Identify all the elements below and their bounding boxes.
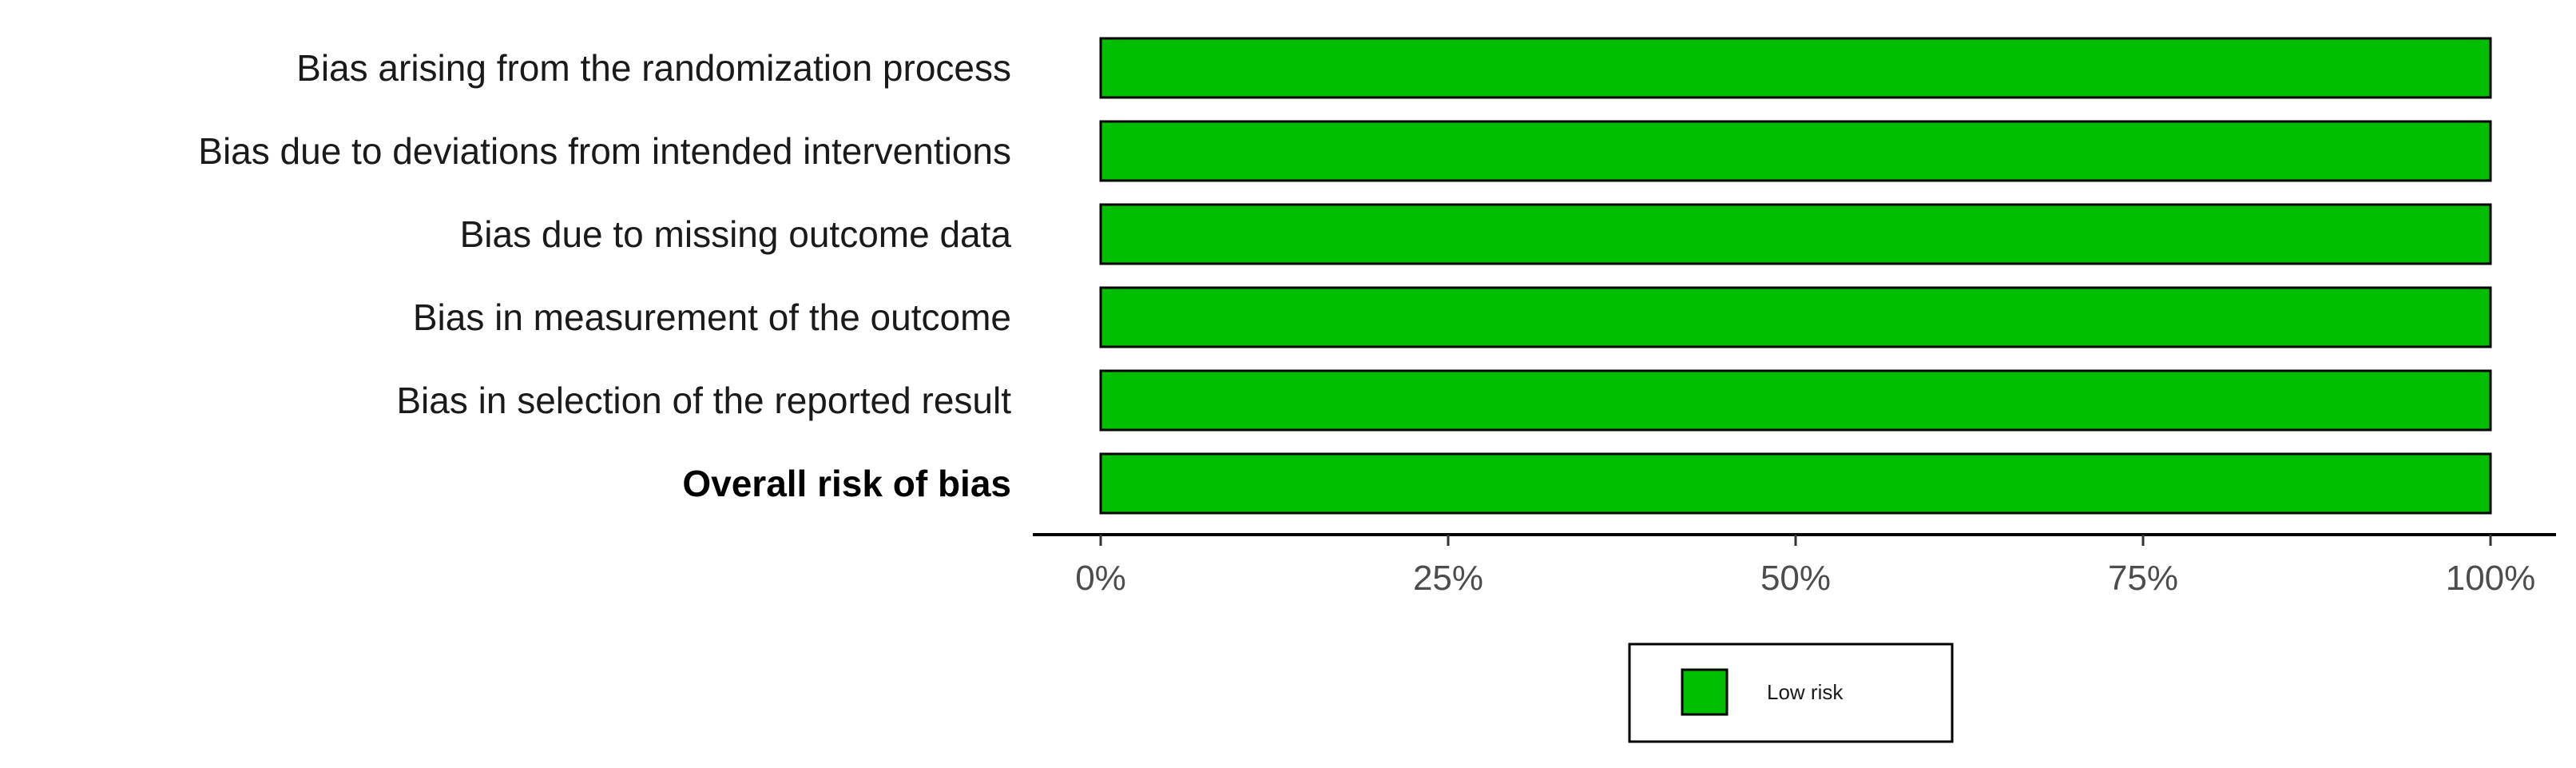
bar-5-series-1 [1099, 369, 2492, 432]
category-label-5: Bias in selection of the reported result [396, 380, 1011, 421]
bar-6-series-1 [1099, 452, 2492, 515]
legend-key-1 [1681, 668, 1729, 716]
bar-2-series-1 [1099, 120, 2492, 182]
category-label-2: Bias due to deviations from intended int… [198, 130, 1011, 172]
x-tick-label-3: 50% [1760, 559, 1831, 598]
bar-3-series-1 [1099, 203, 2492, 265]
legend: Low risk [1628, 643, 1954, 743]
category-labels: Bias arising from the randomization proc… [198, 47, 1011, 504]
x-tick-label-1: 0% [1075, 559, 1126, 598]
bar-4-series-1 [1099, 286, 2492, 348]
bars-layer [1099, 37, 2492, 515]
legend-label-1: Low risk [1767, 680, 1844, 704]
x-tick-label-2: 25% [1413, 559, 1483, 598]
x-axis: 0% 25% 50% 75% 100% [1033, 533, 2556, 598]
category-label-1: Bias arising from the randomization proc… [296, 47, 1011, 89]
x-tick-label-5: 100% [2446, 559, 2536, 598]
category-label-4: Bias in measurement of the outcome [413, 296, 1011, 338]
x-tick-label-4: 75% [2108, 559, 2178, 598]
category-label-3: Bias due to missing outcome data [460, 213, 1012, 255]
category-label-6: Overall risk of bias [682, 463, 1011, 504]
bar-1-series-1 [1099, 37, 2492, 99]
